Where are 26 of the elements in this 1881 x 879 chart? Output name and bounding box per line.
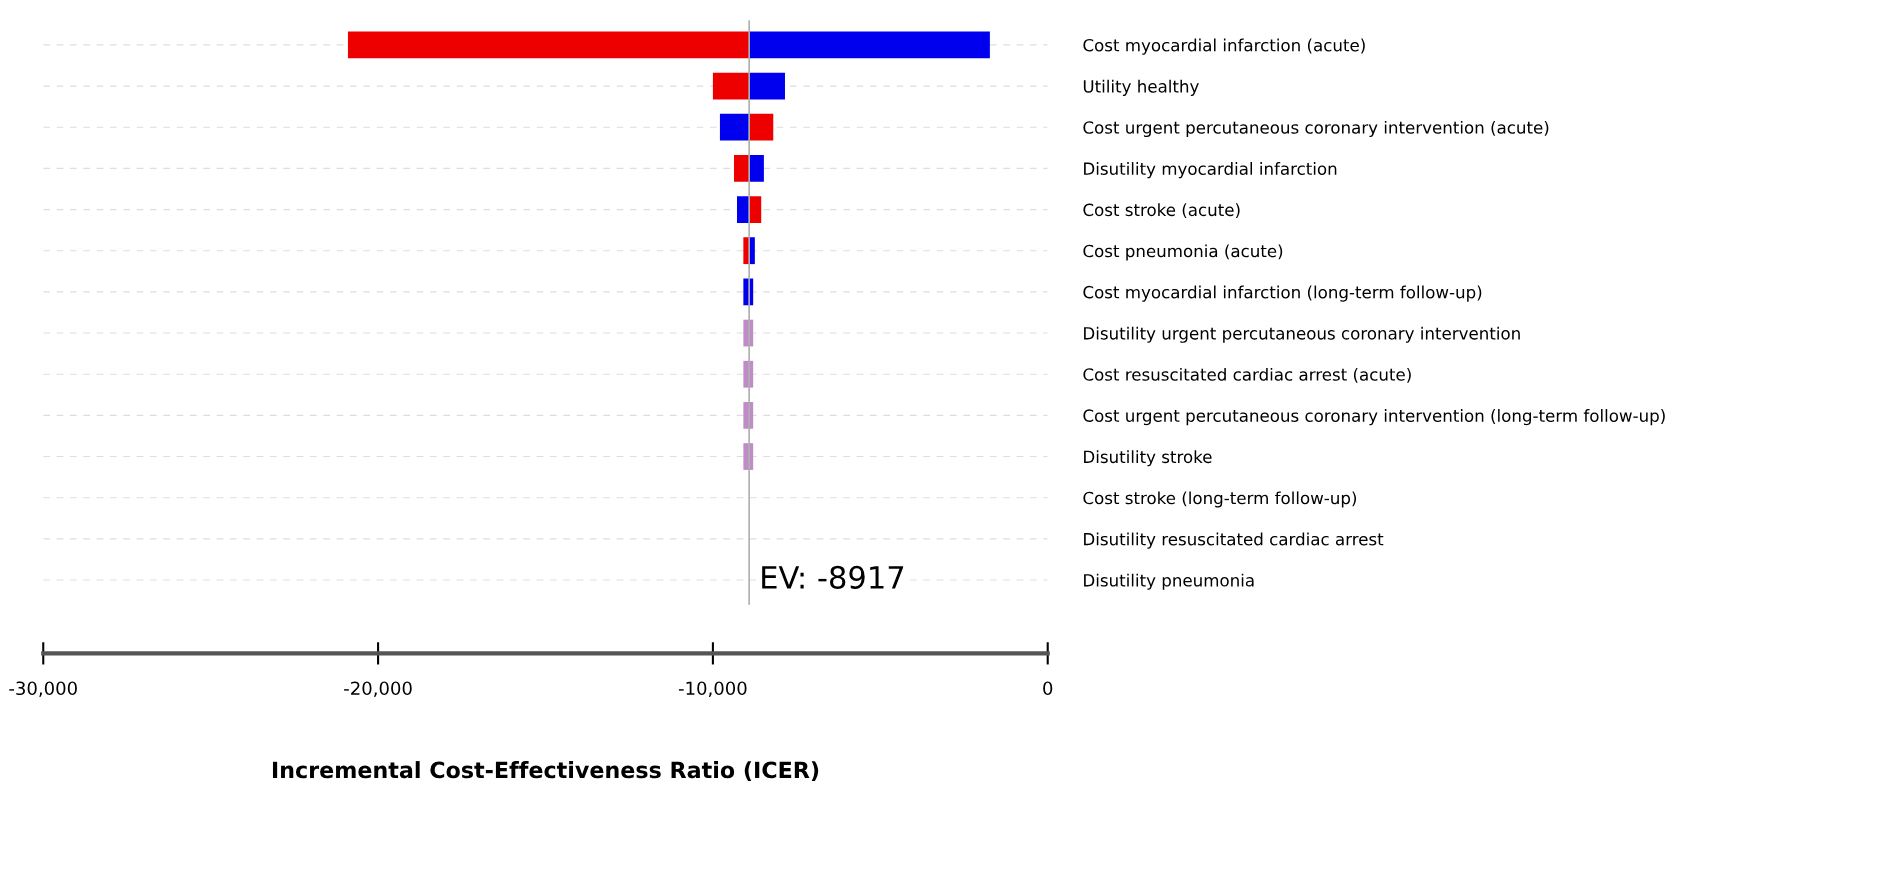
x-tick-label: -10,000	[678, 681, 747, 697]
x-tick-label: 0	[1043, 681, 1053, 696]
y-tick-label: Disutility urgent percutaneous coronary intervention	[1084, 326, 1520, 343]
bar	[749, 31, 990, 59]
ref-line-label: EV: -8917	[762, 565, 904, 589]
bar	[733, 155, 750, 182]
y-tick-label: Cost pneumonia (acute)	[1083, 244, 1283, 261]
y-tick-label: Cost stroke (acute)	[1083, 203, 1240, 219]
y-tick-label: Cost myocardial infarction (acute)	[1083, 38, 1365, 55]
y-tick-label: Cost myocardial infarction (long-term follow-up)	[1083, 285, 1482, 302]
y-tick-label: Disutility myocardial infarction	[1084, 162, 1337, 179]
y-tick-label: Cost urgent percutaneous coronary intervention (long-term follow-up)	[1083, 409, 1665, 426]
x-axis-title: Incremental Cost-Effectiveness Ratio (ICER)	[272, 761, 819, 781]
bar	[347, 31, 750, 59]
y-tick-label: Disutility resuscitated cardiac arrest	[1084, 532, 1384, 549]
bar	[712, 72, 750, 100]
y-tick-label: Cost stroke (long-term follow-up)	[1083, 491, 1357, 508]
y-tick-label: Cost resuscitated cardiac arrest (acute)	[1083, 367, 1411, 383]
y-tick-label: Disutility pneumonia	[1084, 573, 1254, 590]
bar	[749, 155, 764, 182]
y-tick-label: Utility healthy	[1083, 79, 1199, 96]
bar	[749, 72, 785, 100]
x-tick-label: -20,000	[344, 681, 412, 697]
y-tick-label: Disutility stroke	[1084, 450, 1212, 467]
x-tick-label: -30,000	[9, 681, 77, 697]
y-tick-label: Cost urgent percutaneous coronary intervention (acute)	[1083, 120, 1549, 138]
